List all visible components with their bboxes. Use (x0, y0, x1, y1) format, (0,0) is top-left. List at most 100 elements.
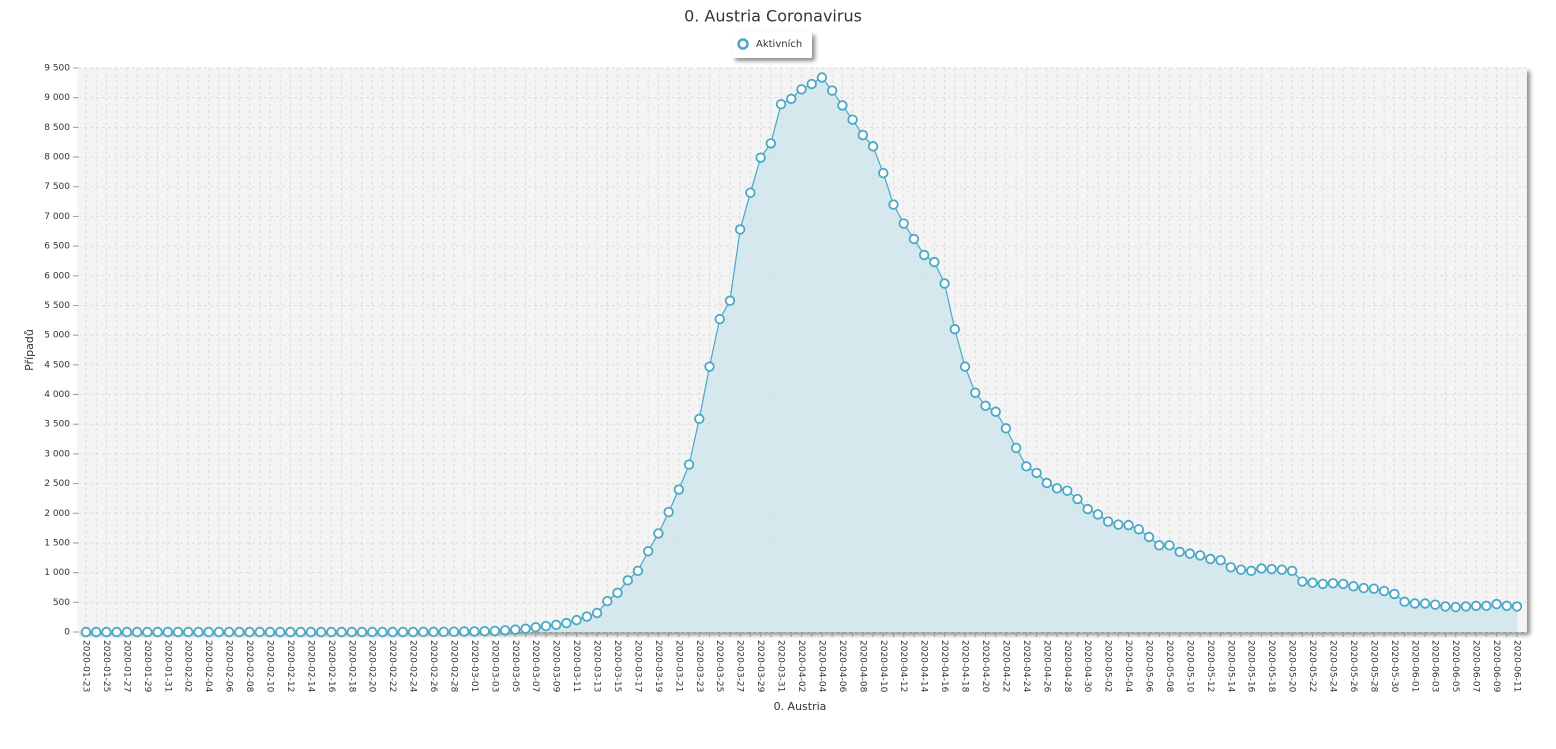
point (1082, 503, 1093, 515)
x-tick-label: 2020-03-13 (592, 640, 602, 692)
x-tick-label: 2020-04-30 (1082, 640, 1092, 693)
point (1194, 550, 1206, 561)
point (714, 313, 725, 325)
x-tick-label: 2020-03-23 (694, 640, 704, 692)
x-tick-label: 2020-05-06 (1144, 640, 1154, 693)
point (1266, 563, 1277, 575)
point (530, 622, 541, 633)
x-tick-label: 2020-05-20 (1287, 640, 1297, 693)
point (183, 626, 194, 638)
y-tick-label: 4 000 (44, 390, 70, 400)
x-tick-label: 2020-02-02 (183, 640, 193, 692)
point (1409, 598, 1420, 609)
legend-swatch (737, 38, 749, 50)
x-tick-label: 2020-04-02 (796, 640, 806, 692)
y-tick-label: 9 500 (44, 64, 70, 74)
point (1021, 461, 1032, 472)
x-tick-label: 2020-04-12 (898, 640, 908, 692)
point (142, 626, 153, 638)
point (990, 406, 1001, 417)
point (520, 623, 531, 634)
point (1327, 578, 1339, 589)
point (898, 218, 909, 229)
x-tick-label: 2020-02-28 (448, 640, 458, 693)
point (1317, 578, 1328, 590)
x-tick-label: 2020-05-12 (1205, 640, 1215, 692)
y-axis-label: Případů (23, 329, 36, 371)
point (816, 72, 828, 83)
point (469, 626, 480, 637)
y-tick-label: 3 000 (44, 449, 70, 459)
point (489, 625, 501, 637)
point (1235, 564, 1247, 575)
point (387, 626, 398, 638)
point (888, 199, 899, 210)
point (612, 587, 623, 599)
point (1389, 588, 1400, 600)
point (908, 233, 920, 245)
point (949, 324, 961, 335)
point (254, 626, 265, 638)
point (223, 626, 235, 638)
point (581, 611, 593, 622)
point (970, 387, 981, 398)
x-tick-label: 2020-04-24 (1021, 640, 1031, 693)
point (694, 413, 705, 425)
x-tick-label: 2020-03-09 (551, 640, 561, 693)
point (315, 626, 327, 638)
point (1368, 583, 1380, 594)
x-tick-label: 2020-02-06 (224, 640, 234, 693)
point (806, 78, 817, 90)
point (1184, 548, 1196, 559)
point (367, 626, 378, 638)
point (622, 575, 633, 586)
point (1062, 485, 1073, 496)
y-tick-label: 5 000 (44, 331, 70, 341)
point (510, 624, 521, 635)
point (1419, 598, 1431, 609)
y-tick-label: 6 500 (44, 242, 70, 252)
x-tick-label: 2020-01-23 (81, 640, 91, 692)
point (591, 607, 603, 619)
point (918, 249, 930, 261)
x-tick-label: 2020-05-26 (1348, 640, 1358, 693)
point (1133, 524, 1145, 535)
x-tick-label: 2020-04-18 (960, 640, 970, 693)
point (499, 625, 511, 636)
x-tick-label: 2020-05-28 (1368, 640, 1378, 693)
point (1297, 576, 1308, 587)
y-tick-label: 2 500 (44, 479, 70, 489)
point (479, 625, 490, 637)
x-tick-label: 2020-04-08 (857, 640, 867, 693)
y-tick-label: 9 000 (44, 93, 70, 103)
x-tick-label: 2020-06-03 (1430, 640, 1440, 692)
y-tick-label: 1 000 (44, 568, 70, 578)
point (438, 626, 449, 638)
x-tick-label: 2020-04-28 (1062, 640, 1072, 693)
point (234, 626, 245, 638)
x-tick-label: 2020-03-31 (776, 640, 786, 692)
point (1481, 600, 1492, 612)
point (1102, 516, 1114, 527)
point (1205, 553, 1216, 565)
point (1072, 493, 1083, 505)
point (162, 626, 173, 638)
point (642, 546, 654, 557)
x-tick-label: 2020-03-11 (571, 640, 581, 692)
point (448, 626, 460, 637)
x-tick-label: 2020-06-07 (1471, 640, 1481, 692)
point (326, 626, 337, 638)
point (1256, 563, 1267, 574)
point (1430, 599, 1441, 610)
point (1174, 546, 1185, 558)
x-tick-label: 2020-04-14 (919, 640, 929, 693)
point (632, 565, 644, 577)
point (1051, 483, 1063, 494)
point (602, 595, 613, 607)
point (786, 93, 797, 105)
x-tick-label: 2020-02-24 (408, 640, 418, 693)
x-tick-label: 2020-05-16 (1246, 640, 1256, 693)
y-tick-label: 4 500 (44, 360, 70, 370)
x-tick-label: 2020-03-17 (632, 640, 642, 692)
x-tick-label: 2020-05-22 (1307, 640, 1317, 692)
